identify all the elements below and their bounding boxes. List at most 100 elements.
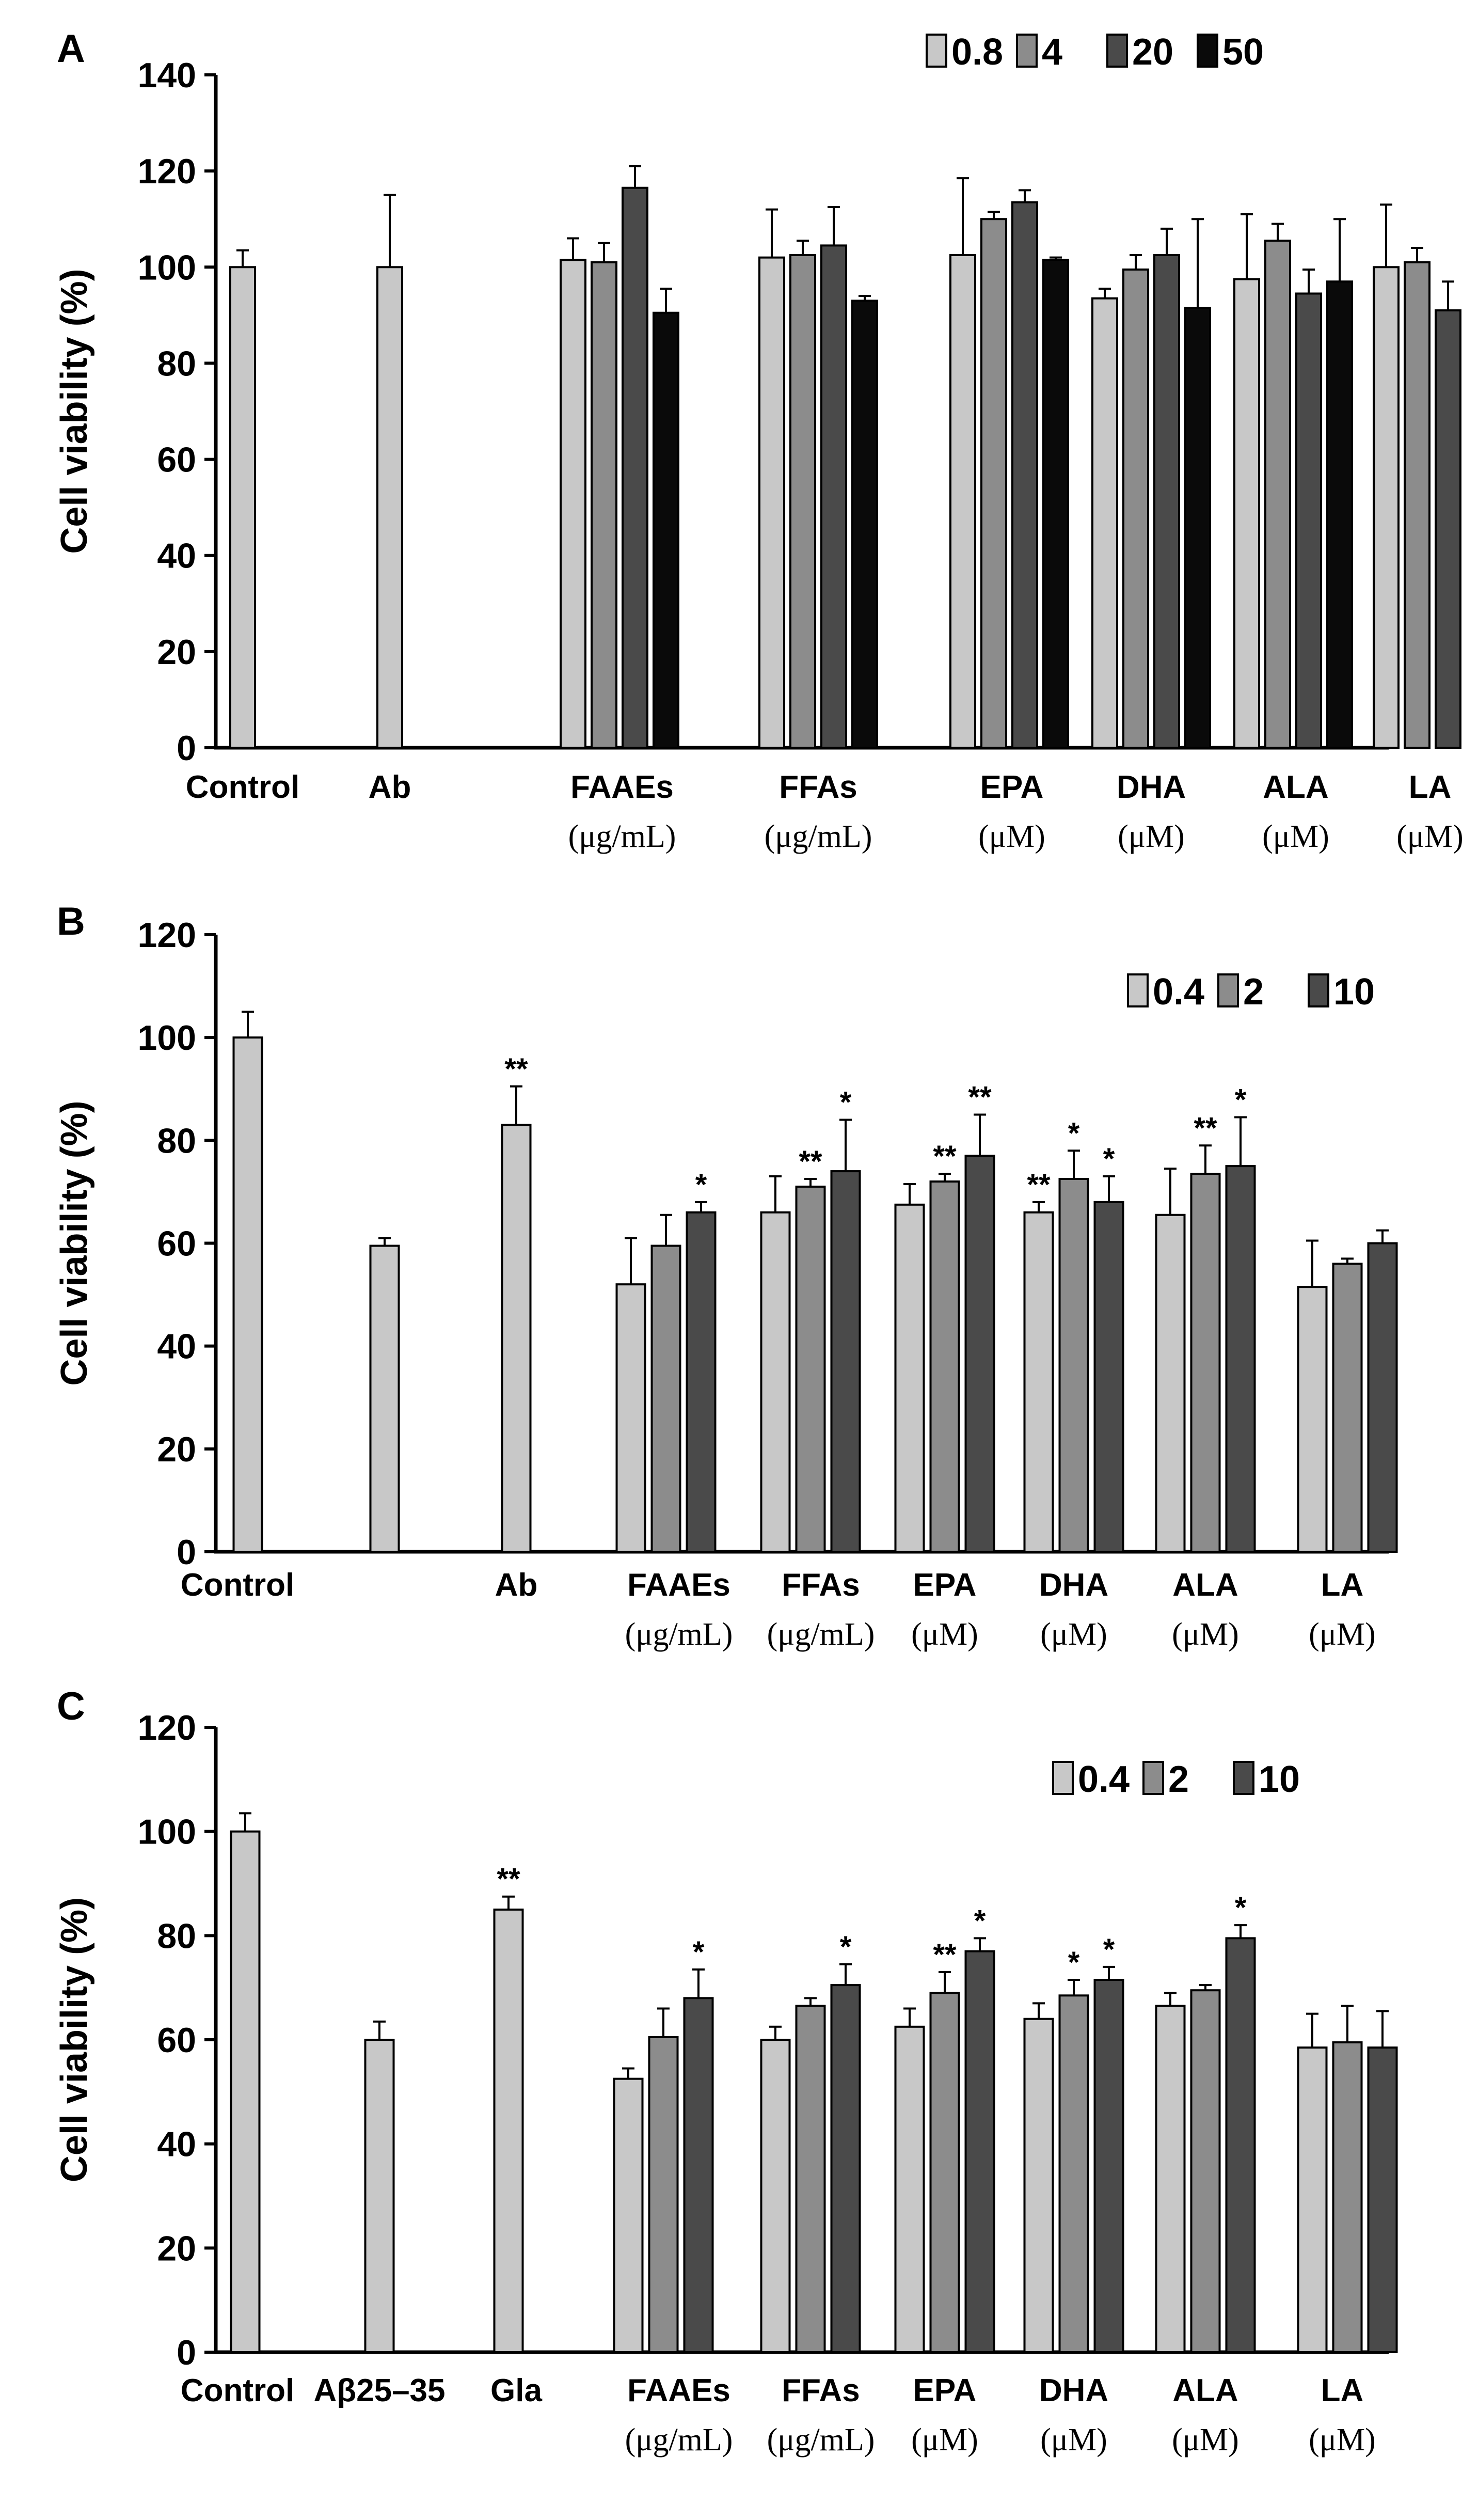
y-tick-label: 120	[138, 152, 196, 191]
panel-label: C	[57, 1684, 85, 1728]
category-label: ALA	[1172, 1567, 1238, 1603]
significance-marker: *	[1235, 1083, 1247, 1117]
bar	[830, 1170, 861, 1553]
bar	[560, 259, 586, 749]
bar	[1297, 2046, 1328, 2353]
y-tick-label: 40	[157, 2125, 196, 2164]
bar	[653, 311, 679, 749]
chart-panel-c: C Cell viability (%) 0 20 40 60 80 100 120 Contro…	[54, 1684, 1398, 2458]
category-unit: (μg/mL)	[767, 2422, 875, 2458]
y-tick-label: 0	[177, 1533, 196, 1572]
y-tick-label: 20	[157, 633, 196, 672]
bar	[1326, 280, 1353, 749]
y-tick-label: 80	[157, 1121, 196, 1160]
category-label: EPA	[913, 2373, 977, 2408]
bar	[1093, 1979, 1124, 2354]
y-tick-label: 0	[177, 2333, 196, 2372]
bar	[615, 1283, 646, 1553]
category-unit: (μg/mL)	[568, 819, 676, 854]
category-label: DHA	[1117, 769, 1186, 805]
significance-marker: **	[497, 1863, 520, 1896]
bar	[376, 266, 403, 749]
category-label: Control	[186, 769, 299, 805]
bar	[493, 1908, 524, 2354]
bar	[1091, 297, 1118, 749]
category-unit: (μM)	[911, 1617, 978, 1652]
significance-marker: *	[1103, 1142, 1115, 1176]
category-unit: (μM)	[1172, 1617, 1239, 1652]
category-unit: (μM)	[1040, 1617, 1107, 1652]
legend-swatch	[1106, 34, 1128, 68]
bar	[369, 1245, 400, 1553]
category-unit: (μM)	[1309, 2422, 1376, 2458]
bar	[789, 254, 816, 749]
bar	[929, 1992, 960, 2353]
chart-panel-b: B Cell viability (%) 0 20 40 60 80 100 120 Contro…	[54, 900, 1398, 1652]
bar	[1011, 201, 1038, 749]
category-unit: (μM)	[978, 819, 1045, 854]
bar	[686, 1211, 717, 1553]
significance-marker: *	[1103, 1933, 1115, 1966]
chart-panel-a: A Cell viability (%) 0 20 40 60 80 100 120 140 Con…	[54, 27, 1462, 854]
category-unit: (μM)	[1172, 2422, 1239, 2458]
bar	[1190, 1173, 1221, 1553]
legend-label: 0.8	[951, 32, 1003, 73]
bar	[1373, 266, 1400, 749]
panel-label: A	[57, 27, 85, 71]
category-unit: (μg/mL)	[625, 1617, 733, 1652]
category-unit: (μM)	[1396, 819, 1462, 854]
significance-marker: **	[933, 1938, 957, 1972]
bar	[683, 1997, 714, 2353]
y-tick-label: 40	[157, 537, 196, 576]
significance-marker: **	[933, 1140, 957, 1173]
bar	[1058, 1178, 1089, 1553]
bar	[1093, 1201, 1124, 1553]
legend-label: 0.4	[1078, 1759, 1130, 1800]
category-label: Ab	[495, 1567, 538, 1603]
significance-marker: *	[695, 1168, 707, 1202]
legend-label: 0.4	[1153, 971, 1204, 1013]
legend-swatch	[1308, 973, 1329, 1007]
significance-marker: *	[1068, 1116, 1080, 1150]
category-label: LA	[1409, 769, 1452, 805]
bar	[795, 2005, 826, 2353]
bar	[1404, 261, 1431, 749]
category-label: FFAs	[779, 769, 857, 805]
bar	[964, 1155, 995, 1553]
y-tick-label: 100	[138, 1813, 196, 1852]
bar	[1190, 1989, 1221, 2353]
category-label: LA	[1321, 2373, 1364, 2408]
y-tick-label: 20	[157, 1430, 196, 1469]
y-tick-label: 140	[138, 56, 196, 95]
category-label: Control	[181, 2373, 294, 2408]
legend-swatch	[1233, 1761, 1254, 1795]
legend-label: 10	[1259, 1759, 1300, 1800]
y-tick-label: 80	[157, 344, 196, 383]
bar	[758, 256, 785, 749]
category-unit: (μM)	[1309, 1617, 1376, 1652]
y-tick-label: 60	[157, 440, 196, 480]
bar	[1155, 1214, 1186, 1553]
bar	[1184, 307, 1211, 749]
bar	[1332, 1263, 1363, 1553]
significance-marker: *	[693, 1935, 705, 1969]
y-tick-label: 60	[157, 1224, 196, 1264]
bar	[1264, 240, 1291, 749]
category-label: EPA	[980, 769, 1044, 805]
bar	[364, 2039, 395, 2353]
category-label: Aβ25–35	[313, 2373, 445, 2408]
significance-marker: **	[504, 1052, 528, 1086]
legend-label: 2	[1168, 1759, 1189, 1800]
category-label: Ab	[369, 769, 411, 805]
bar	[760, 1211, 791, 1553]
category-label: FAAEs	[570, 769, 674, 805]
category-unit: (μM)	[1040, 2422, 1107, 2458]
category-label: DHA	[1039, 2373, 1108, 2408]
bar	[1367, 1242, 1398, 1553]
y-axis-label: Cell viability (%)	[54, 269, 95, 554]
category-unit: (μg/mL)	[767, 1617, 875, 1652]
legend-swatch	[1127, 973, 1149, 1007]
bar	[830, 1984, 861, 2353]
significance-marker: **	[799, 1145, 822, 1178]
legend-swatch	[1052, 1761, 1074, 1795]
